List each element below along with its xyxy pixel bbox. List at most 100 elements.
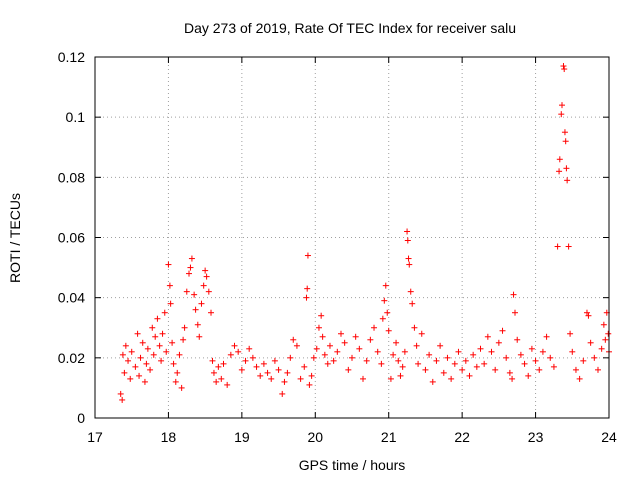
data-point — [119, 396, 126, 403]
data-point — [413, 342, 420, 349]
data-point — [591, 354, 598, 361]
data-point — [554, 243, 561, 250]
data-point — [319, 333, 326, 340]
data-point — [363, 357, 370, 364]
data-point — [169, 339, 176, 346]
data-point — [334, 348, 341, 355]
data-point — [203, 273, 210, 280]
data-point — [176, 351, 183, 358]
data-point — [437, 342, 444, 349]
data-point — [564, 177, 571, 184]
data-point — [385, 327, 392, 334]
data-point — [409, 300, 416, 307]
data-point — [238, 366, 245, 373]
data-point — [399, 363, 406, 370]
data-point — [121, 369, 128, 376]
data-point — [287, 354, 294, 361]
data-point — [532, 357, 539, 364]
data-point — [141, 378, 148, 385]
y-tick-label: 0.02 — [58, 350, 85, 366]
data-point — [181, 324, 188, 331]
data-point — [161, 309, 168, 316]
data-point — [279, 390, 286, 397]
data-point — [567, 330, 574, 337]
x-axis-title: GPS time / hours — [299, 457, 406, 473]
data-point — [387, 375, 394, 382]
data-point — [159, 330, 166, 337]
data-point — [503, 354, 510, 361]
data-point — [440, 369, 447, 376]
data-point — [198, 300, 205, 307]
data-point — [422, 366, 429, 373]
data-point — [517, 351, 524, 358]
data-point — [514, 336, 521, 343]
data-point — [224, 381, 231, 388]
data-point — [257, 372, 264, 379]
data-point — [395, 357, 402, 364]
data-point — [576, 375, 583, 382]
data-point — [163, 348, 170, 355]
data-point — [404, 228, 411, 235]
data-point — [301, 363, 308, 370]
x-tick-label: 22 — [454, 429, 470, 445]
data-point — [462, 357, 469, 364]
data-point — [583, 309, 590, 316]
data-point — [165, 261, 172, 268]
data-point — [539, 348, 546, 355]
data-point — [170, 360, 177, 367]
data-point — [426, 351, 433, 358]
data-point — [569, 348, 576, 355]
data-point — [580, 357, 587, 364]
data-point — [556, 156, 563, 163]
data-point — [585, 312, 592, 319]
x-tick-label: 19 — [234, 429, 250, 445]
data-point — [415, 360, 422, 367]
data-point — [560, 63, 567, 70]
x-tick-label: 21 — [381, 429, 397, 445]
data-point — [330, 357, 337, 364]
data-point — [220, 360, 227, 367]
data-point — [235, 348, 242, 355]
data-point — [149, 324, 156, 331]
data-point — [196, 333, 203, 340]
data-point — [205, 288, 212, 295]
data-point — [166, 282, 173, 289]
data-point — [499, 327, 506, 334]
data-point — [158, 357, 165, 364]
data-point — [185, 270, 192, 277]
data-point — [134, 330, 141, 337]
data-point — [187, 264, 194, 271]
data-point — [455, 348, 462, 355]
data-point — [246, 345, 253, 352]
data-point — [411, 324, 418, 331]
data-point — [378, 360, 385, 367]
data-point — [215, 363, 222, 370]
data-point — [318, 312, 325, 319]
data-point — [565, 243, 572, 250]
y-tick-label: 0.06 — [58, 230, 85, 246]
data-point — [384, 309, 391, 316]
data-point — [310, 354, 317, 361]
data-point — [304, 285, 311, 292]
data-point — [543, 333, 550, 340]
data-point — [136, 372, 143, 379]
data-point — [174, 369, 181, 376]
data-point — [405, 255, 412, 262]
data-point — [492, 366, 499, 373]
data-point — [210, 369, 217, 376]
data-point — [379, 315, 386, 322]
data-point — [367, 336, 374, 343]
data-point — [401, 348, 408, 355]
data-point — [178, 384, 185, 391]
data-point — [397, 372, 404, 379]
data-point — [374, 348, 381, 355]
data-point — [306, 381, 313, 388]
y-tick-label: 0.12 — [58, 49, 85, 65]
data-point — [406, 261, 413, 268]
data-point — [242, 357, 249, 364]
data-point — [451, 360, 458, 367]
data-point — [345, 366, 352, 373]
x-tick-label: 23 — [528, 429, 544, 445]
data-point — [556, 168, 563, 175]
